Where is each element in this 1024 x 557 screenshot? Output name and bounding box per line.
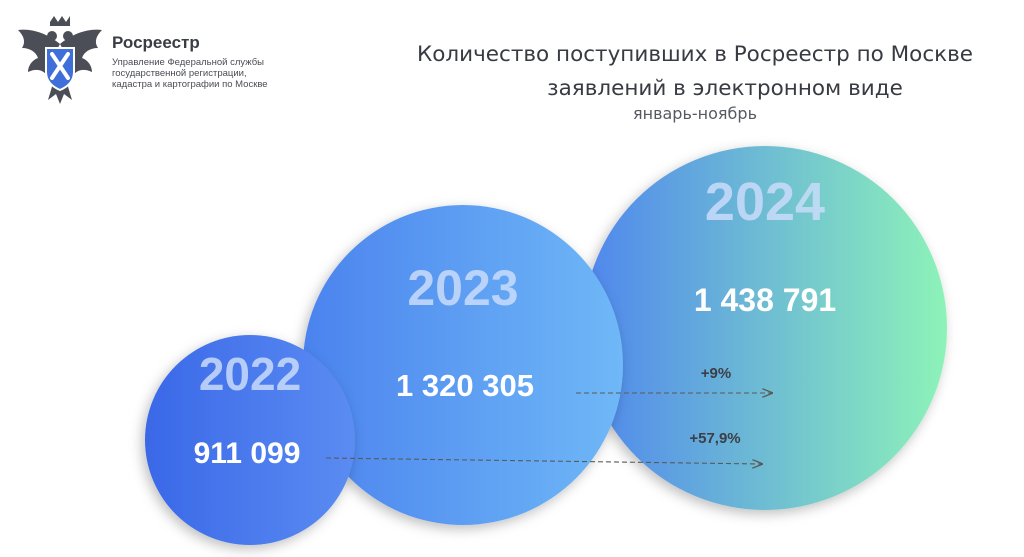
org-name: Росреестр (112, 33, 200, 52)
org-block: Росреестр Управление Федеральной службы … (112, 33, 268, 91)
value-label: 1 320 305 (396, 368, 534, 403)
year-label: 2023 (407, 260, 518, 316)
comparison-arrow (325, 457, 762, 464)
bubble-2023 (303, 205, 623, 525)
value-label: 1 438 791 (694, 282, 836, 318)
org-desc-line: государственной регистрации, (112, 68, 247, 79)
chart-title-line: Количество поступивших в Росреестр по Мо… (416, 42, 974, 67)
comparison-label: +57,9% (689, 430, 740, 447)
chart-title-line: заявлений в электронном виде (547, 76, 903, 101)
comparison-label: +9% (701, 365, 731, 382)
org-desc-line: кадастра и картографии по Москве (112, 79, 268, 90)
value-label: 911 099 (194, 437, 301, 470)
year-label: 2024 (705, 172, 825, 232)
rosreestr-emblem-icon (18, 16, 102, 104)
chart-subtitle: январь-ноябрь (632, 104, 757, 123)
bubble-2024 (583, 146, 947, 510)
org-desc-line: Управление Федеральной службы (112, 57, 264, 68)
chart-title: Количество поступивших в Росреестр по Мо… (370, 38, 1020, 106)
year-label: 2022 (199, 348, 301, 400)
bubble-2022 (145, 335, 355, 545)
